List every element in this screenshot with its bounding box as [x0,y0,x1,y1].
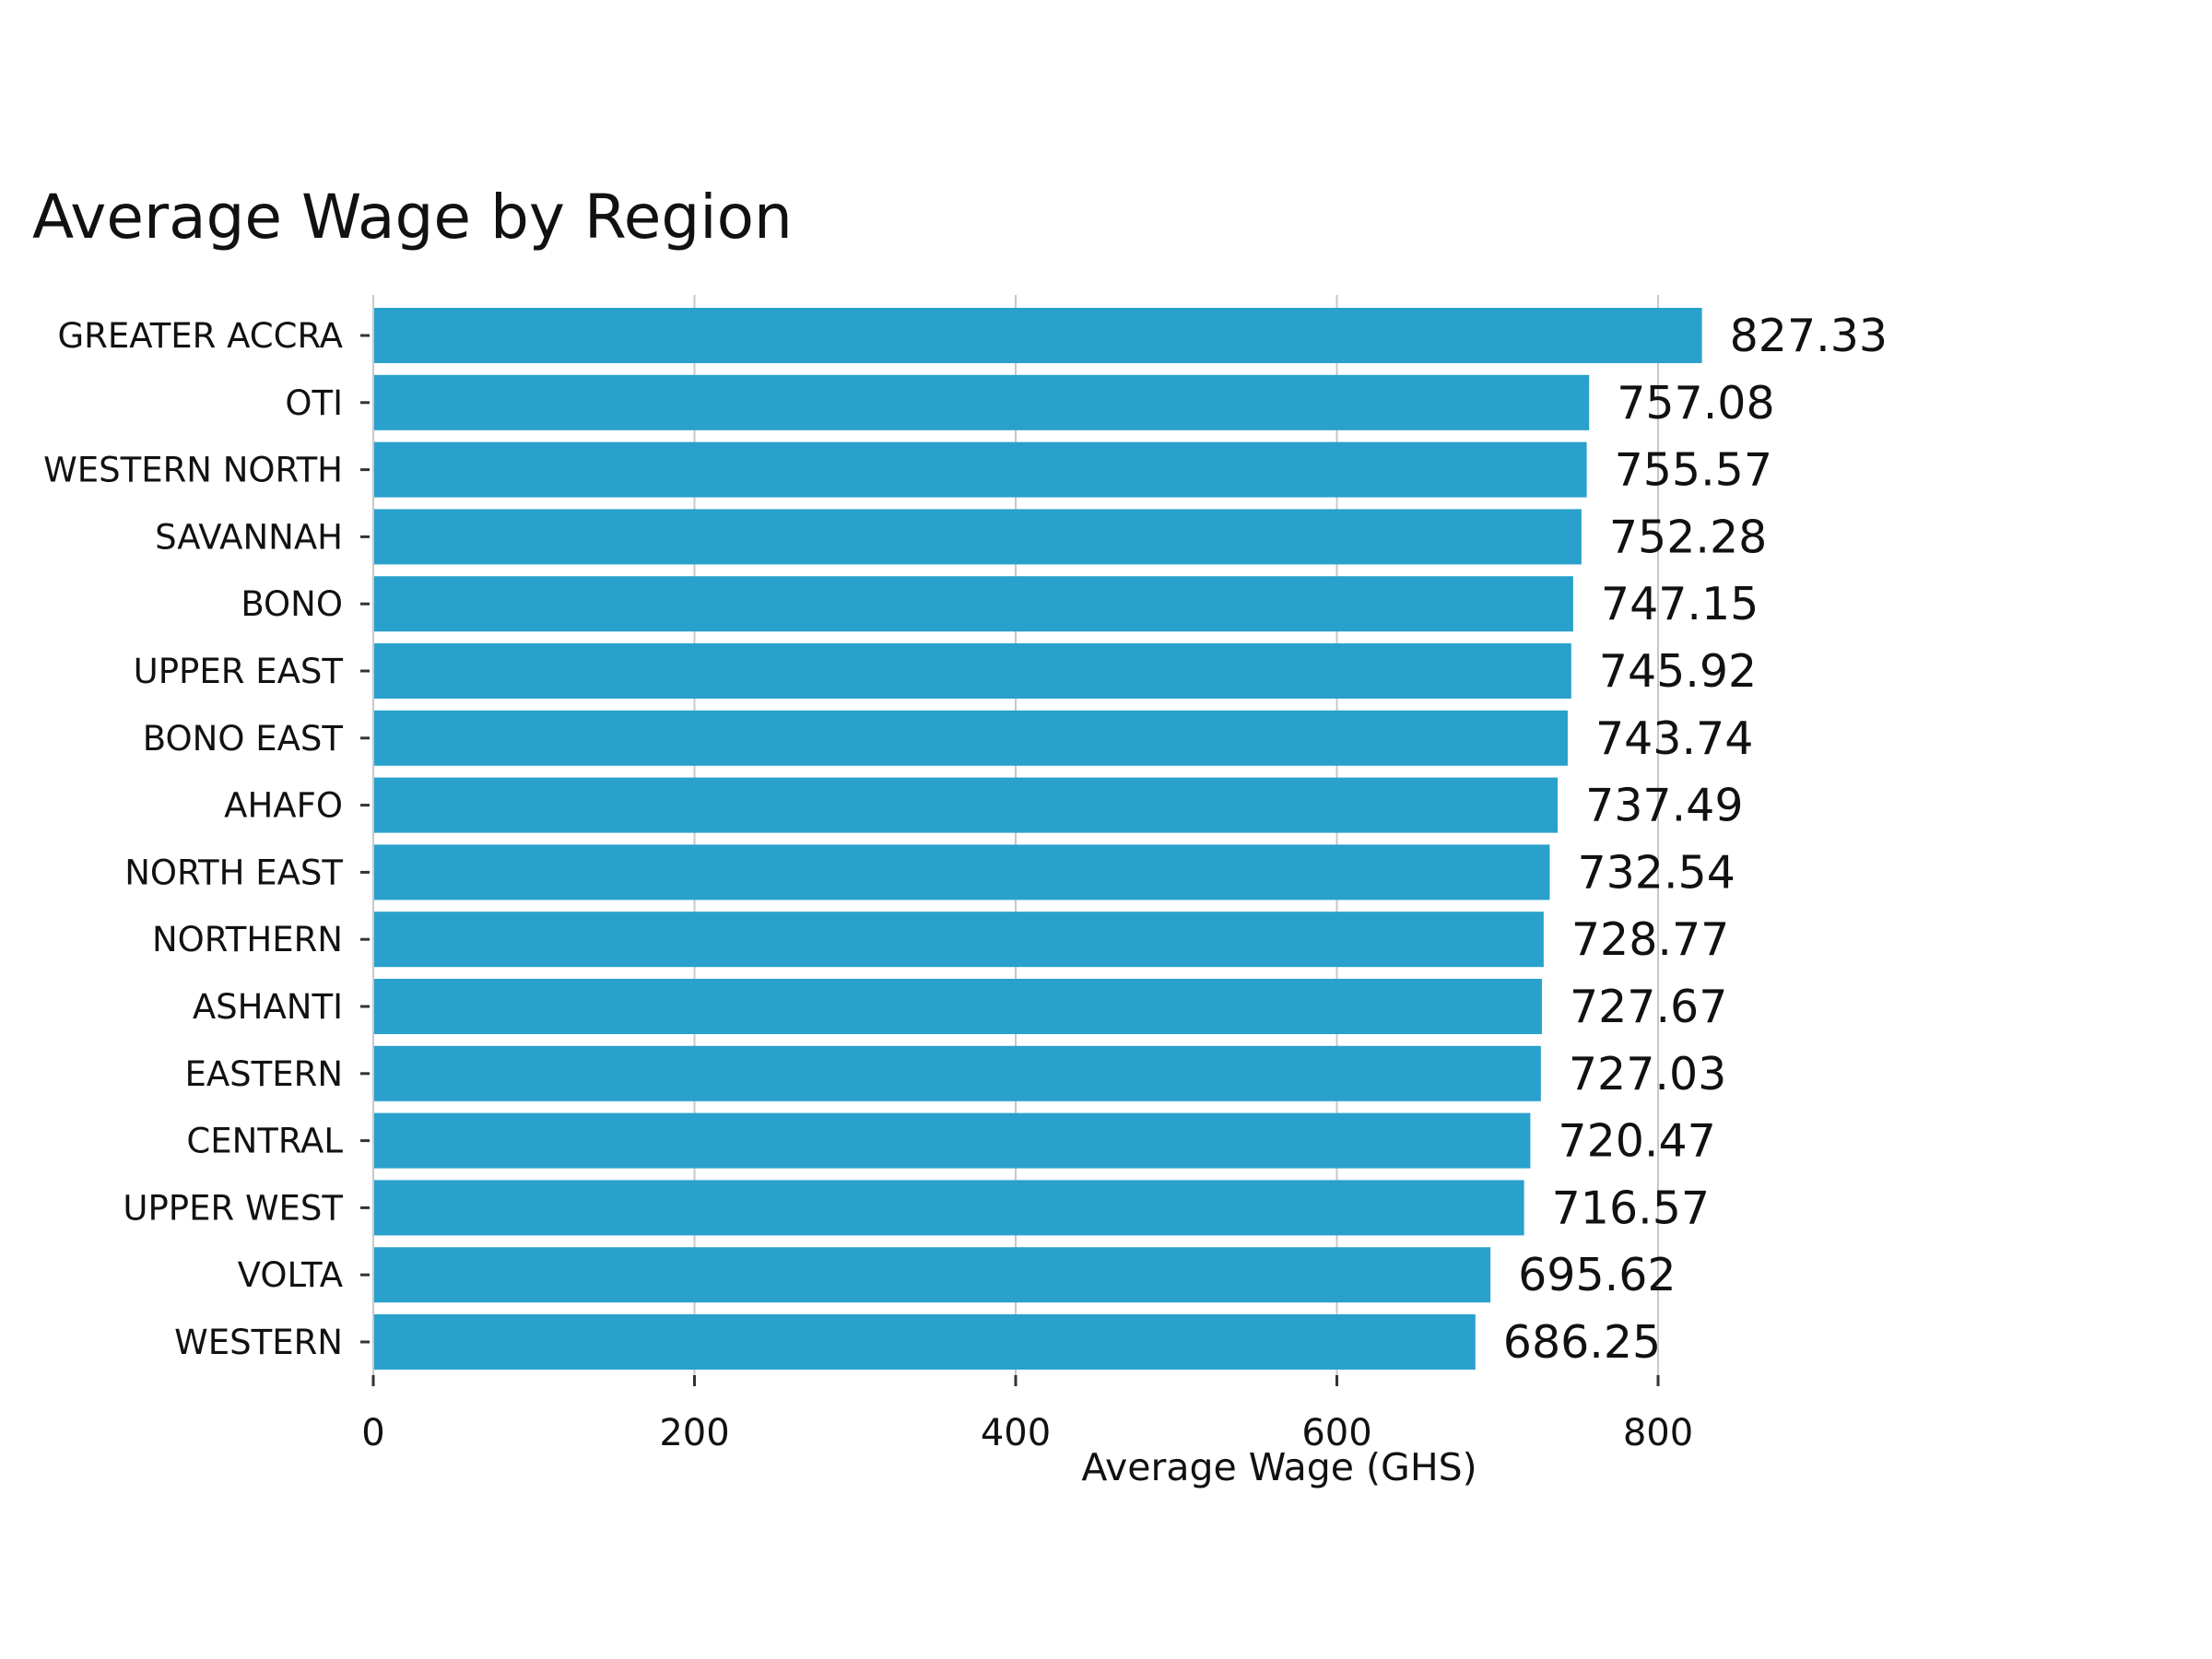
category-label: WESTERN NORTH [43,451,343,490]
x-tick-label: 800 [1623,1412,1693,1454]
category-label: VOLTA [238,1255,343,1295]
bar [374,509,1582,565]
bar [374,441,1587,498]
bar [374,1045,1541,1101]
bar [374,576,1573,632]
bar [374,979,1542,1034]
bars [374,308,1702,1370]
x-tick-label: 600 [1301,1412,1371,1454]
category-label: UPPER EAST [134,652,344,691]
category-labels: GREATER ACCRA OTI WESTERN NORTH SAVANNAH BON… [43,316,370,1362]
value-label: 743.74 [1595,712,1753,765]
value-label: 727.03 [1569,1048,1726,1100]
value-label: 686.25 [1503,1316,1661,1369]
x-axis-label: Average Wage (GHS) [1081,1445,1477,1489]
category-label: BONO [241,584,343,624]
value-label: 720.47 [1558,1115,1715,1168]
bar [374,844,1550,900]
value-labels: 827.33 757.08 755.57 752.28 747.15 745.92 743.… [1503,310,1888,1369]
bar [374,1112,1531,1169]
value-label: 755.57 [1615,444,1772,497]
value-label: 716.57 [1552,1182,1710,1234]
category-label: BONO EAST [143,719,344,759]
category-label: ASHANTI [193,987,343,1027]
value-label: 747.15 [1601,578,1759,630]
category-label: SAVANNAH [155,517,343,557]
bar [374,643,1571,699]
value-label: 752.28 [1609,511,1767,563]
bar [374,710,1568,766]
bar [374,308,1702,363]
value-label: 745.92 [1599,645,1757,698]
x-axis-ticks: 0 200 400 600 800 [361,1375,1693,1454]
x-tick-label: 0 [361,1412,384,1454]
x-tick-label: 200 [659,1412,729,1454]
chart-title: Average Wage by Region [32,182,793,253]
bar [374,374,1590,430]
category-label: EASTERN [184,1054,343,1094]
value-label: 728.77 [1571,913,1729,966]
value-label: 737.49 [1585,780,1743,832]
category-label: UPPER WEST [123,1188,343,1228]
value-label: 732.54 [1577,846,1735,899]
bar [374,1180,1524,1236]
value-label: 695.62 [1518,1249,1676,1301]
bar [374,912,1544,968]
value-label: 757.08 [1617,377,1774,429]
value-label: 827.33 [1730,310,1888,362]
category-label: OTI [285,383,343,423]
category-label: CENTRAL [186,1122,343,1161]
category-label: WESTERN [174,1323,343,1362]
category-label: AHAFO [224,786,343,826]
category-label: NORTHERN [152,920,343,959]
x-tick-label: 400 [981,1412,1051,1454]
bar [374,1247,1491,1303]
value-label: 727.67 [1570,981,1727,1033]
category-label: NORTH EAST [124,853,343,892]
category-label: GREATER ACCRA [58,316,344,356]
bar [374,777,1559,833]
bar [374,1314,1476,1370]
